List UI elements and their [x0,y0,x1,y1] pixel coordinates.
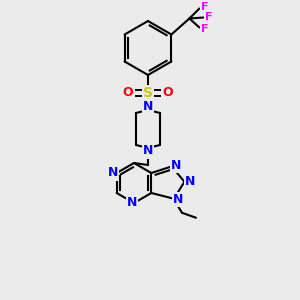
Text: N: N [107,167,118,179]
Text: O: O [123,86,133,100]
Text: N: N [143,100,153,113]
Text: F: F [201,2,208,13]
Text: N: N [127,196,137,209]
Text: N: N [173,193,183,206]
Text: O: O [163,86,173,100]
Text: N: N [185,175,196,188]
Text: N: N [171,159,182,172]
Text: S: S [143,86,153,100]
Text: N: N [143,145,153,158]
Text: F: F [201,23,208,34]
Text: F: F [205,13,212,22]
